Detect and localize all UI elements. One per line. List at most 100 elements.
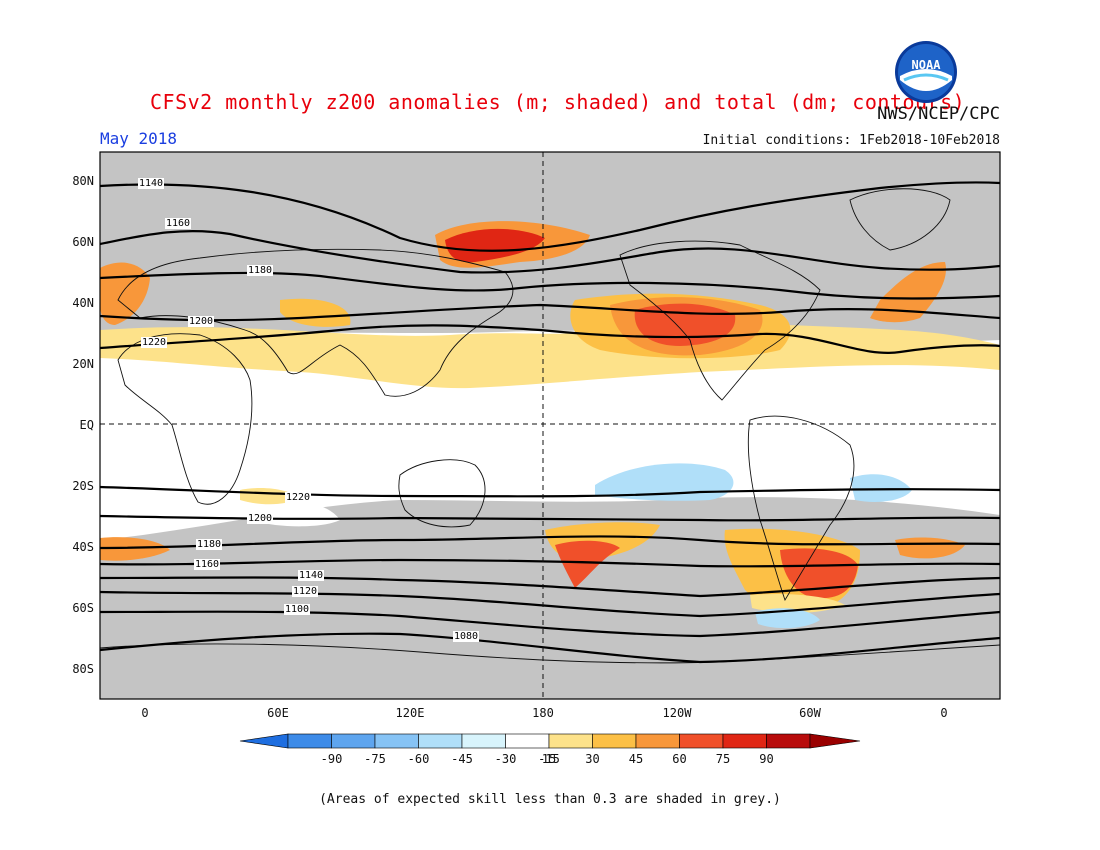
- contour-label: 1220: [141, 337, 168, 348]
- anomaly-spacific-neg15: [595, 463, 734, 501]
- anomaly-asia-75: [435, 221, 590, 268]
- contour-1220-north: [100, 324, 1000, 354]
- lat-label: 80S: [72, 662, 94, 676]
- contour-label: 1180: [247, 265, 274, 276]
- contour-1100-south: [100, 610, 1000, 638]
- noaa-logo: NOAA: [895, 41, 957, 103]
- coast-antarctica: [100, 643, 1000, 664]
- contour-1140-south: [100, 576, 1000, 598]
- lon-label: 0: [141, 706, 149, 720]
- forecast-month: May 2018: [100, 129, 178, 148]
- colorbar-swatch: [679, 733, 724, 749]
- contour-1200-south: [100, 514, 1000, 522]
- colorbar-tick-label: 75: [715, 752, 731, 766]
- lat-label: 60S: [72, 601, 94, 615]
- contour-label: 1200: [247, 513, 274, 524]
- contour-1200-north: [100, 303, 1000, 322]
- coast-australia: [398, 459, 486, 528]
- coast-greenland: [849, 188, 951, 251]
- contour-1160-north: [100, 229, 1000, 274]
- anomaly-npacific-60: [610, 297, 763, 356]
- colorbar-arrow-high: [809, 733, 861, 749]
- colorbar-swatch: [331, 733, 376, 749]
- contour-label: 1200: [188, 316, 215, 327]
- contour-label: 1100: [284, 604, 311, 615]
- lat-label: 40S: [72, 540, 94, 554]
- agency-label: NWS/NCEP/CPC: [877, 104, 1000, 124]
- lon-label: 120W: [662, 706, 692, 720]
- anomaly-asia-45: [280, 298, 351, 327]
- colorbar-tick-label: -60: [407, 752, 430, 766]
- colorbar-tick-label: -45: [451, 752, 473, 766]
- anomaly-satlantic-neg15: [850, 474, 912, 502]
- colorbar-swatch: [287, 733, 332, 749]
- colorbar-swatch: [722, 733, 767, 749]
- lat-label: EQ: [79, 418, 94, 432]
- anomaly-satlantic-45: [724, 528, 860, 611]
- map-background: [100, 152, 1000, 699]
- contour-1080-south: [100, 632, 1000, 664]
- anomaly-npacific-45: [570, 293, 791, 359]
- colorbar-swatch: [592, 733, 637, 749]
- lon-label: 60W: [799, 706, 821, 720]
- colorbar-swatch: [418, 733, 463, 749]
- contour-label: 1080: [453, 631, 480, 642]
- coastlines: [100, 188, 1000, 664]
- anomaly-asia-90: [445, 228, 545, 263]
- contour-label: 1160: [194, 559, 221, 570]
- colorbar-tick-label: -75: [364, 752, 386, 766]
- colorbar-tick-label: 90: [759, 752, 774, 766]
- contour-1220-south: [100, 485, 1000, 498]
- contour-1180-south: [100, 535, 1000, 550]
- anomaly-spacific-45: [545, 522, 660, 560]
- colorbar-tick-label: 30: [585, 752, 600, 766]
- contour-label: 1140: [298, 570, 325, 581]
- colorbar-swatch: [505, 733, 550, 749]
- lat-label: 80N: [72, 174, 94, 188]
- lon-label: 120E: [395, 706, 425, 720]
- noaa-logo-text: NOAA: [912, 58, 942, 72]
- low-skill-region-south: [100, 497, 1000, 699]
- colorbar-tick-label: 15: [541, 752, 557, 766]
- lat-label: 40N: [72, 296, 94, 310]
- colorbar-swatch: [548, 733, 593, 749]
- map-frame: [99, 151, 1001, 700]
- contour-1160-south: [100, 558, 1000, 568]
- anomaly-sindian-45: [100, 537, 170, 561]
- colorbar-tick-label: 60: [672, 752, 687, 766]
- colorbar-swatch: [635, 733, 680, 749]
- colorbar-tick-label: -15: [538, 752, 560, 766]
- anomaly-spacific-75: [555, 540, 620, 588]
- contour-label: 1120: [292, 586, 319, 597]
- anomaly-europe-60: [100, 262, 150, 325]
- contour-label: 1160: [165, 218, 192, 229]
- anomaly-satl-east-45: [895, 537, 965, 559]
- anomaly-subtropics-30: [100, 324, 1000, 389]
- coast-south-america: [747, 415, 855, 602]
- footnote: (Areas of expected skill less than 0.3 a…: [319, 792, 781, 807]
- lat-label: 20S: [72, 479, 94, 493]
- colorbar-tick-label: 45: [628, 752, 644, 766]
- lon-label: 180: [532, 706, 554, 720]
- anomaly-antarctic-30: [750, 594, 845, 613]
- contour-label: 1140: [138, 178, 165, 189]
- contour-1180-north: [100, 271, 1000, 300]
- contour-label: 1220: [285, 492, 312, 503]
- colorbar-tick-label: -90: [320, 752, 343, 766]
- contour-lines: [100, 181, 1000, 664]
- map-title: CFSv2 monthly z200 anomalies (m; shaded)…: [150, 90, 966, 114]
- colorbar: [239, 733, 861, 749]
- colorbar-tick-label: -30: [494, 752, 517, 766]
- coast-europe-asia: [117, 248, 514, 397]
- initial-conditions: Initial conditions: 1Feb2018-10Feb2018: [702, 133, 1000, 148]
- colorbar-swatch: [374, 733, 419, 749]
- anomaly-antarctic-neg15: [755, 608, 820, 629]
- coast-africa: [117, 333, 253, 505]
- contour-1140-north: [100, 181, 1000, 252]
- contour-1120-south: [100, 590, 1000, 618]
- anomaly-satlantic-75: [780, 548, 858, 599]
- anomaly-atlantic-60: [870, 262, 946, 323]
- colorbar-swatch: [766, 733, 811, 749]
- lat-label: 60N: [72, 235, 94, 249]
